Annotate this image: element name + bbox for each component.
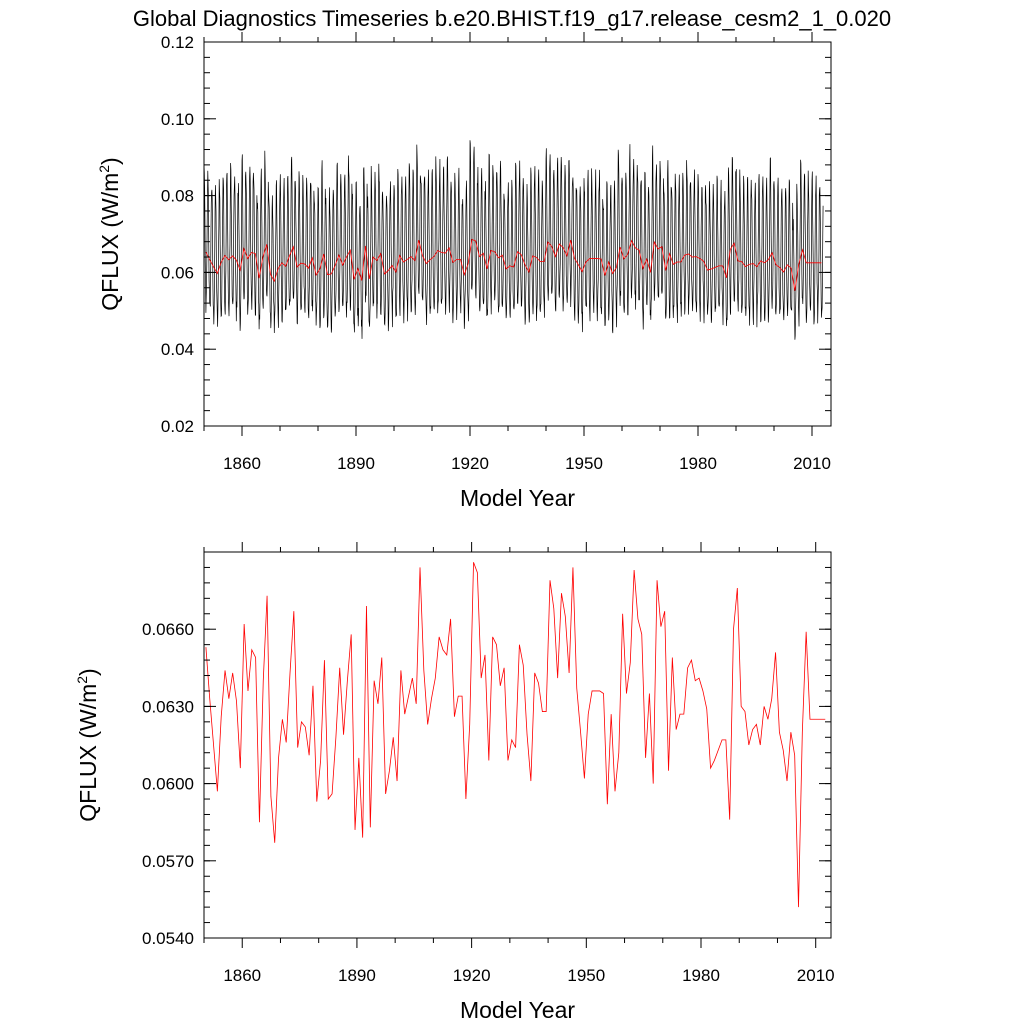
top-ticks bbox=[203, 32, 831, 436]
top-panel: 0.02 0.04 0.06 0.08 0.10 0.12 1860 1890 1920 195… bbox=[96, 32, 832, 511]
y-tick-label: 0.08 bbox=[161, 187, 194, 206]
y-tick-label: 0.04 bbox=[161, 340, 194, 359]
y-tick-label: 0.0570 bbox=[142, 852, 194, 871]
top-x-axis-label: Model Year bbox=[460, 485, 575, 511]
x-tick-label: 1890 bbox=[338, 966, 376, 985]
x-tick-label: 1980 bbox=[682, 966, 720, 985]
bottom-y-axis-label-main: QFLUX (W/m bbox=[75, 684, 101, 822]
y-tick-label: 0.0660 bbox=[142, 620, 194, 639]
monthly-series-group bbox=[203, 140, 824, 340]
y-tick-label: 0.06 bbox=[161, 263, 194, 282]
top-y-axis-label: QFLUX (W/m2) bbox=[96, 157, 123, 310]
top-y-axis-label-main: QFLUX (W/m bbox=[97, 173, 123, 311]
y-tick-label: 0.12 bbox=[161, 33, 194, 52]
y-tick-label: 0.0630 bbox=[142, 697, 194, 716]
bottom-ticks bbox=[203, 542, 831, 948]
x-tick-label: 1860 bbox=[223, 966, 261, 985]
bottom-y-axis-label-sup: 2 bbox=[74, 676, 90, 684]
y-tick-label: 0.10 bbox=[161, 110, 194, 129]
x-tick-label: 1860 bbox=[223, 454, 261, 473]
x-tick-label: 2010 bbox=[793, 454, 831, 473]
y-tick-label: 0.0600 bbox=[142, 775, 194, 794]
bottom-x-tick-labels: 1860 1890 1920 1950 1980 2010 bbox=[223, 966, 834, 985]
x-tick-label: 1890 bbox=[337, 454, 375, 473]
top-y-tick-labels: 0.02 0.04 0.06 0.08 0.10 0.12 bbox=[161, 33, 194, 436]
bottom-y-axis-label: QFLUX (W/m2) bbox=[74, 668, 101, 821]
annual-series-line bbox=[205, 562, 826, 908]
top-y-axis-label-close: ) bbox=[97, 157, 123, 165]
top-x-tick-labels: 1860 1890 1920 1950 1980 2010 bbox=[223, 454, 831, 473]
annual-series-line bbox=[205, 238, 822, 291]
bottom-y-tick-labels: 0.0540 0.0570 0.0600 0.0630 0.0660 bbox=[142, 620, 194, 948]
annual-series-group-bottom bbox=[205, 562, 826, 908]
x-tick-label: 1920 bbox=[451, 454, 489, 473]
top-plot-frame bbox=[203, 41, 832, 427]
x-tick-label: 2010 bbox=[797, 966, 835, 985]
x-tick-label: 1950 bbox=[567, 966, 605, 985]
x-tick-label: 1920 bbox=[453, 966, 491, 985]
y-tick-label: 0.02 bbox=[161, 417, 194, 436]
figure-title: Global Diagnostics Timeseries b.e20.BHIS… bbox=[133, 6, 891, 31]
y-tick-label: 0.0540 bbox=[142, 929, 194, 948]
bottom-plot-frame bbox=[203, 551, 832, 939]
x-tick-label: 1980 bbox=[679, 454, 717, 473]
bottom-x-axis-label: Model Year bbox=[460, 997, 575, 1023]
annual-series-group bbox=[205, 238, 822, 291]
monthly-series-line bbox=[203, 140, 824, 340]
top-y-axis-label-sup: 2 bbox=[96, 165, 112, 173]
x-tick-label: 1950 bbox=[565, 454, 603, 473]
bottom-y-axis-label-close: ) bbox=[75, 668, 101, 676]
